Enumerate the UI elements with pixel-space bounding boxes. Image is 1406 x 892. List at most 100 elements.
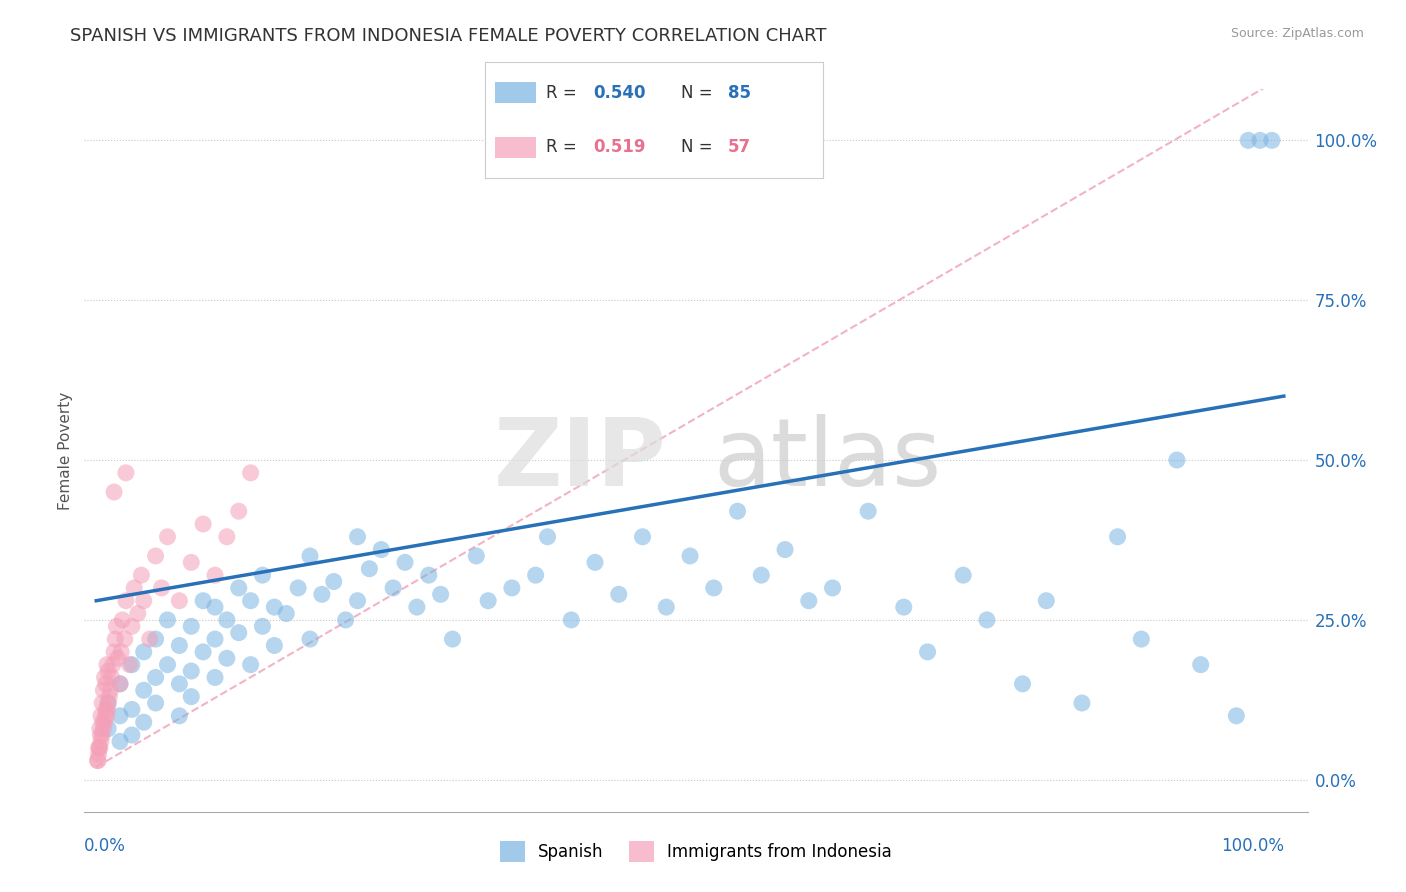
Point	[477, 593, 499, 607]
Point	[169, 677, 191, 691]
Point	[583, 555, 606, 569]
Point	[191, 645, 214, 659]
Point	[89, 740, 111, 755]
Point	[122, 581, 145, 595]
Point	[94, 702, 117, 716]
Point	[215, 613, 238, 627]
Point	[121, 619, 143, 633]
Point	[115, 466, 138, 480]
Point	[96, 657, 118, 672]
Point	[132, 683, 155, 698]
Point	[679, 549, 702, 563]
Point	[1107, 530, 1129, 544]
Point	[346, 593, 368, 607]
Point	[429, 587, 451, 601]
Bar	[495, 82, 536, 103]
Point	[1237, 133, 1260, 147]
Point	[89, 722, 111, 736]
Point	[607, 587, 630, 601]
Point	[239, 466, 262, 480]
Point	[298, 632, 321, 646]
Point	[394, 555, 416, 569]
Text: N =: N =	[681, 138, 717, 156]
Point	[87, 754, 110, 768]
Point	[118, 657, 141, 672]
Point	[145, 696, 167, 710]
Point	[98, 690, 121, 704]
Point	[145, 549, 167, 563]
Point	[132, 715, 155, 730]
Point	[239, 593, 262, 607]
Point	[145, 632, 167, 646]
Point	[370, 542, 392, 557]
Point	[97, 696, 120, 710]
Point	[441, 632, 464, 646]
Text: 57: 57	[728, 138, 751, 156]
Point	[132, 593, 155, 607]
Point	[138, 632, 160, 646]
Point	[115, 593, 138, 607]
Point	[276, 607, 298, 621]
Point	[322, 574, 344, 589]
Point	[132, 645, 155, 659]
Point	[180, 555, 202, 569]
Point	[228, 625, 250, 640]
Text: 85: 85	[728, 84, 751, 102]
Point	[100, 670, 122, 684]
Point	[121, 728, 143, 742]
Point	[100, 683, 122, 698]
Point	[298, 549, 321, 563]
Point	[97, 722, 120, 736]
Point	[359, 562, 381, 576]
Point	[180, 690, 202, 704]
Point	[215, 530, 238, 544]
Text: R =: R =	[546, 138, 582, 156]
Point	[1166, 453, 1188, 467]
Point	[91, 715, 114, 730]
Point	[91, 728, 114, 742]
Point	[536, 530, 558, 544]
Text: 0.0%: 0.0%	[84, 838, 127, 855]
Point	[169, 708, 191, 723]
Point	[703, 581, 725, 595]
Point	[89, 740, 111, 755]
Point	[893, 600, 915, 615]
Point	[97, 664, 120, 678]
Point	[96, 708, 118, 723]
Point	[156, 657, 179, 672]
Point	[93, 722, 115, 736]
Point	[121, 657, 143, 672]
Point	[976, 613, 998, 627]
Point	[93, 670, 115, 684]
Point	[418, 568, 440, 582]
Point	[382, 581, 405, 595]
Point	[1249, 133, 1271, 147]
Point	[103, 485, 125, 500]
Point	[87, 747, 110, 761]
Point	[560, 613, 582, 627]
Point	[91, 696, 114, 710]
Point	[87, 740, 110, 755]
Point	[501, 581, 523, 595]
Point	[103, 645, 125, 659]
Point	[631, 530, 654, 544]
Point	[1189, 657, 1212, 672]
Point	[335, 613, 357, 627]
Point	[1071, 696, 1094, 710]
Point	[97, 696, 120, 710]
Text: 0.519: 0.519	[593, 138, 645, 156]
Point	[108, 677, 131, 691]
Point	[94, 708, 117, 723]
Text: SPANISH VS IMMIGRANTS FROM INDONESIA FEMALE POVERTY CORRELATION CHART: SPANISH VS IMMIGRANTS FROM INDONESIA FEM…	[70, 27, 827, 45]
Point	[252, 619, 274, 633]
Point	[191, 516, 214, 531]
Text: R =: R =	[546, 84, 582, 102]
Text: 0.540: 0.540	[593, 84, 645, 102]
Point	[465, 549, 488, 563]
Point	[749, 568, 772, 582]
Point	[90, 708, 112, 723]
Point	[156, 613, 179, 627]
Point	[773, 542, 796, 557]
Point	[1261, 133, 1284, 147]
Point	[96, 702, 118, 716]
